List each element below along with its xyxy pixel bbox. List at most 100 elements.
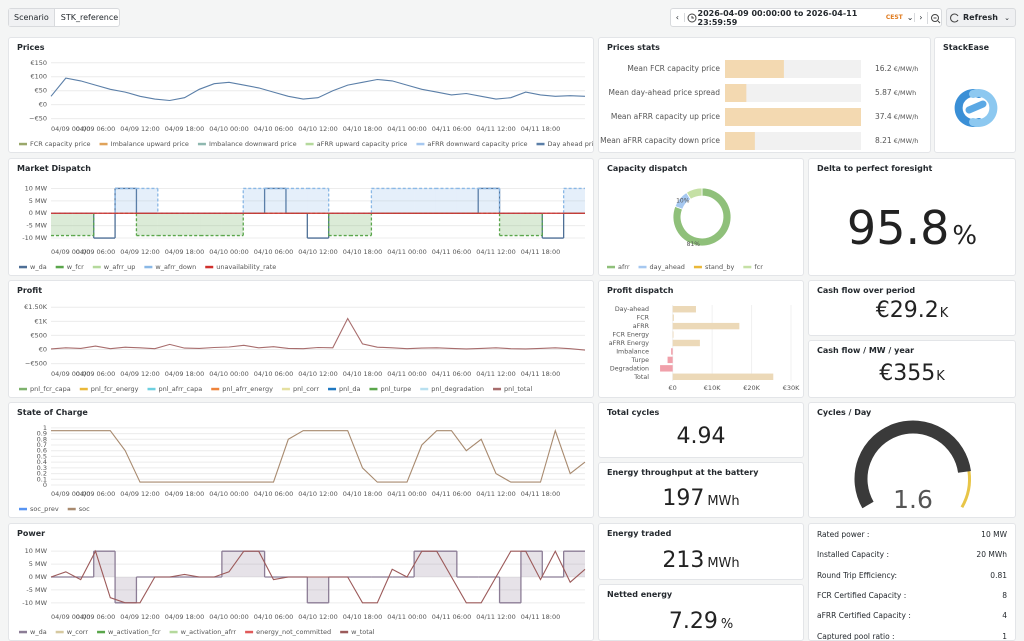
y-tick-label: −€500 <box>25 360 47 368</box>
line <box>51 428 586 483</box>
clock <box>687 13 697 22</box>
x-tick-label: 04/11 12:00 <box>476 125 516 133</box>
y-tick-label: €500 <box>30 331 47 339</box>
bar <box>672 339 700 347</box>
zoom-out-icon[interactable] <box>927 11 941 24</box>
bar <box>671 348 673 355</box>
x-tick-label: 04/10 06:00 <box>254 613 294 621</box>
pie-slice <box>685 187 703 200</box>
panel-title: Capacity dispatch <box>607 164 688 173</box>
y-tick-label: −€50 <box>29 115 47 123</box>
x-tick-label: 04/09 18:00 <box>165 613 205 621</box>
line <box>50 317 586 351</box>
stat-value: 4.94 <box>599 424 803 449</box>
chart: 1.6 <box>854 420 971 514</box>
legend-swatch <box>169 630 178 634</box>
x-tick-label: 04/09 12:00 <box>120 370 160 378</box>
bar <box>667 356 673 364</box>
stat-value: 197 MWh <box>599 486 803 511</box>
legend-swatch <box>205 265 214 269</box>
y-tick-label: -5 MW <box>26 586 47 594</box>
logo-ring <box>969 89 998 127</box>
x-tick-label: 04/10 18:00 <box>343 613 383 621</box>
x-tick-label: 04/11 06:00 <box>432 370 472 378</box>
stat-number: 7.29 <box>668 608 718 634</box>
refresh-button[interactable]: Refresh ⌄ <box>946 8 1016 27</box>
legend-swatch <box>99 142 108 146</box>
legend-label: w_fcr <box>67 263 84 271</box>
stat-number: 213 <box>662 547 705 573</box>
area <box>136 188 158 214</box>
y-tick-label: -10 MW <box>22 599 47 607</box>
legend-label: stand_by <box>705 263 735 271</box>
info-label: Round Trip Efficiency: <box>817 570 898 580</box>
gauge-label: 1.6 <box>893 485 933 514</box>
y-tick-label: Degradation <box>610 365 649 372</box>
panel: Prices €150 €100 €50 €0 −€50 04/09 00:00 04/09 … <box>8 37 594 153</box>
legend-swatch <box>19 142 27 146</box>
x-tick-label: 04/10 00:00 <box>209 125 249 133</box>
y-tick-label: 0 MW <box>29 573 48 581</box>
panel: Market Dispatch 10 MW 5 MW 0 MW -5 MW -10 MW 0… <box>8 158 594 276</box>
panel-title: StackEase <box>943 43 990 52</box>
stat-prefix: € <box>879 360 894 386</box>
area <box>157 213 180 236</box>
legend-label: soc <box>79 505 90 513</box>
clock-hands <box>691 15 694 18</box>
legend-swatch <box>211 387 220 391</box>
legend-label: FCR capacity price <box>30 140 91 148</box>
prev-button[interactable]: ‹ <box>671 13 685 22</box>
legend-label: Imbalance downward price <box>209 140 297 148</box>
stat-number: 29.2 <box>889 297 939 323</box>
stat-number: 355 <box>893 360 936 386</box>
x-tick-label: 04/09 06:00 <box>76 125 116 133</box>
x-tick-label: €10K <box>704 384 721 392</box>
stat-unit: % <box>720 616 734 632</box>
legend-swatch <box>416 142 425 146</box>
x-tick-label: 04/11 18:00 <box>521 490 561 498</box>
area <box>221 213 244 236</box>
stat-number: 4.94 <box>676 423 726 449</box>
legend-swatch <box>19 387 27 391</box>
refresh-dropdown[interactable]: ⌄ <box>1004 13 1010 22</box>
stat-unit: €/MWh <box>894 89 916 97</box>
dropdown[interactable]: ⌄ <box>906 13 914 22</box>
legend-label: pnl_turpe <box>380 385 411 393</box>
x-tick-label: 04/09 12:00 <box>120 248 160 256</box>
scenario-label: Scenario <box>9 9 55 26</box>
x-tick-label: 04/10 00:00 <box>209 490 249 498</box>
panel-title: Prices <box>17 43 45 52</box>
bar-track <box>725 132 861 150</box>
info-value: 8 <box>1002 590 1007 600</box>
legend-label: w_activation_afrr <box>181 628 237 636</box>
info-value: 0.81 <box>990 570 1007 580</box>
y-tick-label: 5 MW <box>29 197 48 205</box>
area <box>414 551 436 577</box>
legend-swatch <box>19 265 27 269</box>
panel-title: Netted energy <box>607 590 673 599</box>
bar <box>672 322 740 330</box>
area <box>264 188 286 214</box>
x-tick-label: 04/09 06:00 <box>76 490 116 498</box>
x-tick-label: 04/10 12:00 <box>298 613 338 621</box>
x-tick-label: 04/10 06:00 <box>254 248 294 256</box>
y-tick-label: 0.4 <box>37 458 47 466</box>
legend-label: w_da <box>30 263 47 271</box>
area <box>136 213 158 236</box>
x-tick-label: 04/10 12:00 <box>298 490 338 498</box>
legend-swatch <box>369 387 378 391</box>
time-picker[interactable]: ‹ 2026-04-09 00:00:00 to 2026-04-11 23:5… <box>670 8 942 27</box>
area <box>221 551 244 577</box>
legend-label: afrr <box>618 263 630 271</box>
x-tick-label: 04/09 12:00 <box>120 613 160 621</box>
legend-swatch <box>19 507 27 511</box>
info-label: FCR Certified Capacity : <box>817 590 907 600</box>
panel-title: Energy throughput at the battery <box>607 468 759 477</box>
chart: 81% 10% afrr day_ahead stand_by fcr <box>607 187 763 271</box>
scenario-picker[interactable]: Scenario STK_reference <box>8 8 120 27</box>
x-tick-label: 04/11 12:00 <box>476 490 516 498</box>
next-button[interactable]: › <box>913 13 928 22</box>
legend-swatch <box>19 630 27 634</box>
